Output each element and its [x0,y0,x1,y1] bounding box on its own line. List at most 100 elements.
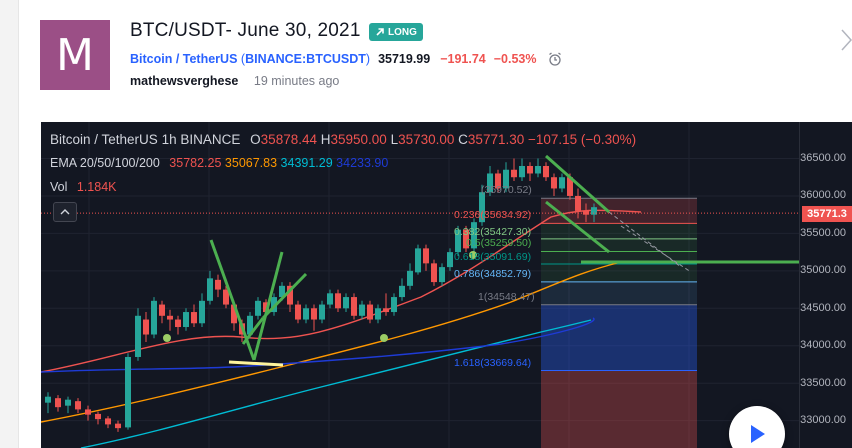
candle-body [247,315,253,335]
price-tick: 35000.00 [800,264,846,276]
play-icon [751,425,765,443]
candle-body [311,308,317,320]
candle-body [575,195,581,211]
fib-zone [541,223,697,282]
legend-interval: 1h [161,132,177,147]
candle-body [231,304,237,324]
candle-body [115,423,121,429]
legend-o-label: O [250,132,261,147]
candle-body [215,279,221,290]
symbol-name-link[interactable]: Bitcoin / TetherUS [130,52,238,66]
legend-volume-row[interactable]: Vol 1.184K [50,180,117,194]
author-avatar[interactable]: M [40,20,110,90]
chevron-up-icon [60,209,70,215]
last-price: 35719.99 [378,52,431,66]
price-axis[interactable]: 36500.00 36000.00 35500.00 35000.00 3450… [799,122,852,448]
candle-body [125,356,131,428]
candle-body [551,177,557,189]
candle-body [319,304,325,320]
fib-label-0786: 0.786(34852.79) [454,268,532,280]
author-row: mathewsverghese 19 minutes ago [130,74,339,88]
candle-body [175,319,181,328]
candle-body [279,285,285,298]
candle-body [519,165,525,178]
candle-body [65,399,71,406]
candle-body [407,270,413,286]
long-badge: LONG [369,23,423,41]
candle-body [567,177,573,196]
candle-body [263,302,269,313]
candle-body [415,248,421,273]
candle-body [151,300,157,335]
legend-ema-row[interactable]: EMA 20/50/100/200 35782.25 35067.83 3439… [50,156,388,170]
fib-zone [541,370,697,448]
candle-body [535,165,541,174]
candle-body [183,312,189,328]
ema-20-value: 35782.25 [169,156,222,170]
legend-high: 35950.00 [330,132,387,147]
fib-zone [541,304,697,371]
price-tick: 33500.00 [800,377,846,389]
candle-body [455,229,461,253]
fib-label-1618: 1.618(33669.64) [454,357,532,369]
candle-body [543,165,549,178]
candle-body [359,304,365,316]
volume-label: Vol [50,180,68,194]
symbol-code-link[interactable]: BINANCE:BTCUSDT [245,52,366,66]
chevron-right-icon[interactable] [840,28,852,52]
channel-line-drawing [545,154,610,214]
candle-body [135,315,141,357]
ema-100-value: 34391.29 [280,156,333,170]
trend-line-drawing [261,272,308,320]
price-tick: 35500.00 [800,227,846,239]
badge-label: LONG [388,26,417,38]
ema-200-line [41,317,595,373]
candle-body [85,409,91,415]
price-tick: 36500.00 [800,152,846,164]
candle-body [191,312,197,324]
candle-body [591,207,597,215]
candle-body [439,267,445,283]
symbol-row: Bitcoin / TetherUS (BINANCE:BTCUSDT) 357… [130,51,563,67]
fib-label-0382: 0.382(35427.30) [454,226,532,238]
legend-open: 35878.44 [260,132,317,147]
candle-body [367,304,373,320]
fib-label-0: (35970.52) [481,184,532,196]
legend-h-label: H [320,132,331,147]
candle-body [495,173,501,189]
idea-title[interactable]: BTC/USDT- June 30, 2021 [130,20,361,41]
fib-label-1: 1(34548.47) [478,291,535,303]
alarm-clock-icon[interactable] [547,51,563,67]
ema-50-value: 35067.83 [224,156,278,170]
candle-body [207,278,213,301]
legend-close: 35771.30 [467,132,525,147]
candle-body [471,222,477,249]
signal-dot [469,251,477,259]
candle-body [583,210,589,215]
candle-body [463,229,469,249]
ema-100-line [80,319,592,448]
trend-line-drawing [241,317,265,345]
support-line-drawing [228,360,284,367]
candle-body [383,308,389,313]
candle-body [423,248,429,264]
fib-label-05: 0.5(35259.50) [466,237,532,249]
candle-body [559,177,565,189]
candle-body [327,293,333,305]
ema-label: EMA 20/50/100/200 [50,156,160,170]
fib-label-0236: 0.236(35634.92) [454,209,532,221]
author-name[interactable]: mathewsverghese [130,74,239,88]
collapse-legend-button[interactable] [53,202,77,222]
legend-c-label: C [458,132,468,147]
legend-pair: Bitcoin / TetherUS [50,132,158,147]
signal-dot [163,334,171,342]
chart-canvas[interactable] [41,122,852,448]
candle-body [167,315,173,320]
legend-exchange: BINANCE [180,132,241,147]
price-change: −191.74 [440,52,486,66]
candle-body [351,297,357,316]
chart-area[interactable]: Bitcoin / TetherUS 1h BINANCE O35878.44 … [41,122,852,448]
signal-dot [380,334,388,342]
candle-body [487,173,493,193]
play-replay-button[interactable] [729,406,785,448]
